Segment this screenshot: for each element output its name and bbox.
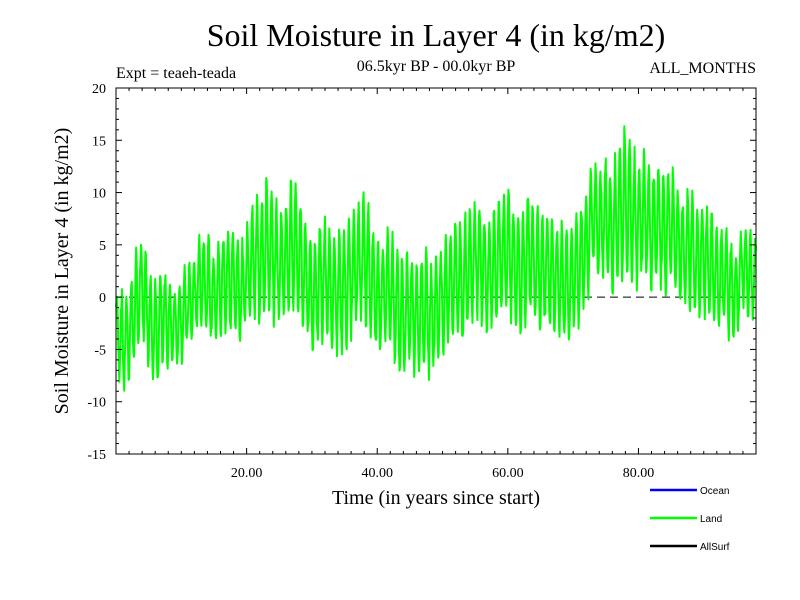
plot-area (115, 125, 757, 392)
y-axis-label: Soil Moisture in Layer 4 (in kg/m2) (51, 128, 73, 415)
x-tick-label: 20.00 (231, 466, 263, 481)
y-tick-label: 5 (99, 239, 106, 254)
y-tick-label: -15 (87, 448, 106, 463)
months-label: ALL_MONTHS (649, 60, 756, 77)
chart-title: Soil Moisture in Layer 4 (in kg/m2) (207, 17, 666, 53)
y-tick-label: 15 (92, 134, 106, 149)
series-line-land (115, 125, 757, 392)
x-tick-label: 60.00 (492, 466, 524, 481)
legend-label-allsurf: AllSurf (700, 542, 730, 553)
experiment-label: Expt = teaeh-teada (116, 65, 236, 82)
y-tick-label: 10 (92, 187, 106, 202)
y-tick-label: -10 (87, 396, 106, 411)
legend-label-land: Land (700, 514, 722, 525)
y-axis: -15 -10 -5 0 5 10 15 20 (87, 82, 756, 463)
period-label: 06.5kyr BP - 00.0kyr BP (357, 58, 516, 75)
legend: Ocean Land AllSurf (650, 486, 730, 553)
legend-label-ocean: Ocean (700, 486, 729, 497)
x-axis-label: Time (in years since start) (332, 487, 540, 509)
y-tick-label: 0 (99, 291, 106, 306)
x-axis: 20.00 40.00 60.00 80.00 (128, 88, 744, 481)
plot-frame (115, 87, 757, 455)
y-tick-label: -5 (94, 343, 106, 358)
y-tick-label: 20 (92, 82, 106, 97)
x-tick-label: 40.00 (361, 466, 393, 481)
x-tick-label: 80.00 (623, 466, 655, 481)
